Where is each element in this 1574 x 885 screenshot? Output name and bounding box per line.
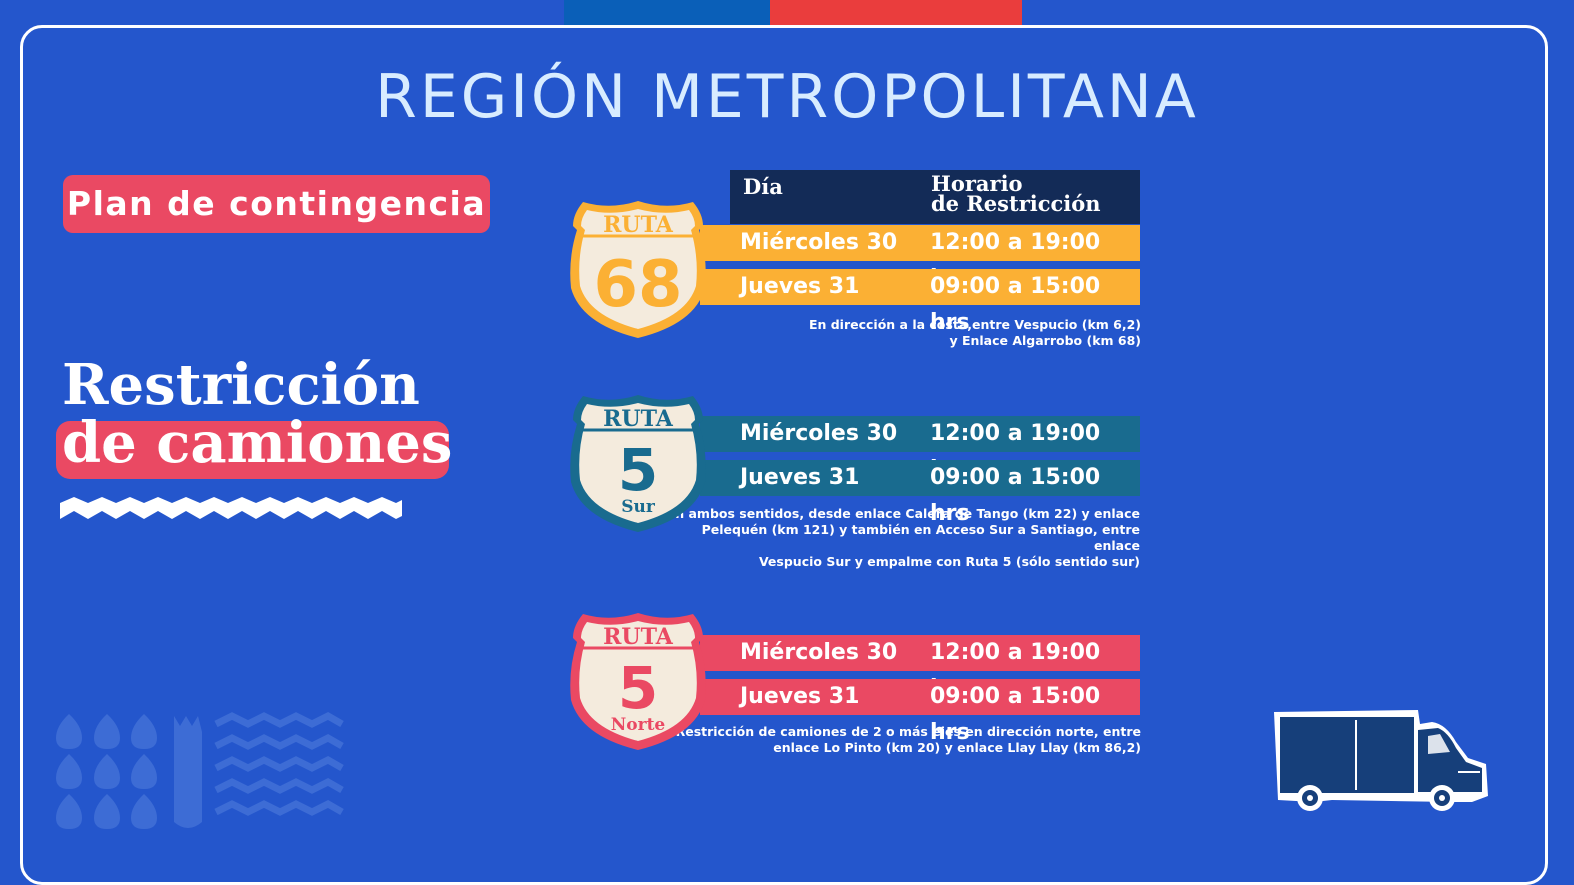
shield-number: 5 [618,654,658,722]
headline-line1: Restricción [62,352,420,418]
headline-line2: de camiones [62,410,453,476]
shield-number: 5 [618,436,658,504]
headline-highlight [56,421,449,479]
route5norte-shield-icon: RUTA 5 Norte [570,613,706,750]
page-title: REGIÓN METROPOLITANA [375,62,1199,132]
note-line: En ambos sentidos, desde enlace Calera d… [666,506,1140,521]
shield-sub: Norte [611,715,666,735]
route68-shield-icon: RUTA 68 [570,201,706,338]
note-line: Pelequén (km 121) y también en Acceso Su… [701,522,1140,553]
route68-row-1: Miércoles 30 12:00 a 19:00 hrs [700,225,1140,291]
route5sur-row-2: Jueves 31 09:00 a 15:00 hrs [700,460,1140,526]
route5sur-shield-icon: RUTA 5 Sur [570,395,706,532]
route68-note: En dirección a la costa,entre Vespucio (… [760,317,1141,349]
decorative-pattern-icon [56,712,344,829]
route5sur-row-1: Miércoles 30 12:00 a 19:00 hrs [700,416,1140,482]
shield-label: RUTA [603,624,674,650]
row-day: Miércoles 30 [740,421,898,446]
zigzag-divider-icon [60,497,402,519]
row-day: Miércoles 30 [740,230,898,255]
shield-label: RUTA [603,212,674,238]
header-schedule-line2: de Restricción [931,191,1101,216]
route5norte-row-1: Miércoles 30 12:00 a 19:00 hrs [700,635,1140,701]
header-schedule: Horario de Restricción [931,171,1101,216]
note-line: y Enlace Algarrobo (km 68) [949,333,1141,348]
note-line: En dirección a la costa,entre Vespucio (… [808,317,1141,332]
flag-bar-red [770,0,1022,26]
truck-icon [1274,710,1488,811]
row-time: 09:00 a 15:00 hrs [930,465,1101,526]
header-schedule-line1: Horario [931,171,1023,196]
row-day: Miércoles 30 [740,640,898,665]
route5norte-row-2: Jueves 31 09:00 a 15:00 hrs [700,679,1140,745]
note-line: Vespucio Sur y empalme con Ruta 5 (sólo … [758,554,1140,569]
route5norte-note: Restricción de camiones de 2 o más ejes … [660,724,1141,756]
row-day: Jueves 31 [740,465,860,490]
plan-badge: Plan de contingencia [63,175,490,233]
row-time: 09:00 a 15:00 hrs [930,274,1101,335]
note-line: enlace Lo Pinto (km 20) y enlace Llay Ll… [773,740,1141,755]
shield-sub: Sur [621,497,656,517]
note-line: Restricción de camiones de 2 o más ejes … [675,724,1141,739]
route68-row-2: Jueves 31 09:00 a 15:00 hrs [700,269,1140,335]
shield-number: 68 [593,248,682,322]
row-time: 09:00 a 15:00 hrs [930,684,1101,745]
shield-label: RUTA [603,406,674,432]
row-day: Jueves 31 [740,274,860,299]
row-day: Jueves 31 [740,684,860,709]
route5sur-note: En ambos sentidos, desde enlace Calera d… [660,506,1140,570]
schedule-table-header: Día Horario de Restricción [730,170,1140,224]
flag-bar-blue [564,0,770,26]
header-day: Día [743,174,783,199]
